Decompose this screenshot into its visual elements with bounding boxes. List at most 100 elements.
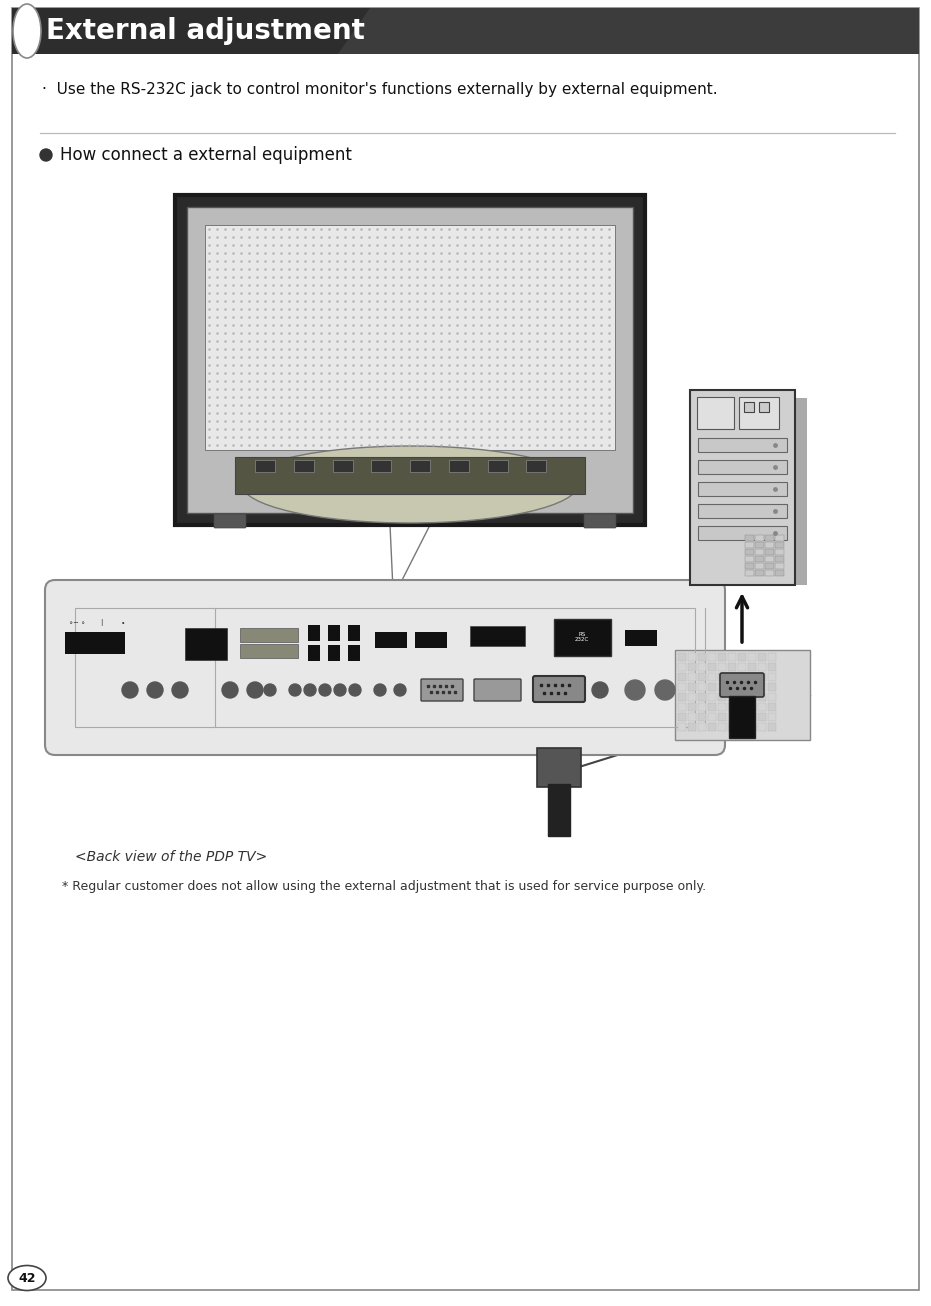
Circle shape <box>304 684 316 696</box>
FancyBboxPatch shape <box>697 397 734 428</box>
FancyBboxPatch shape <box>768 703 776 710</box>
FancyBboxPatch shape <box>765 563 774 569</box>
FancyBboxPatch shape <box>765 535 774 541</box>
FancyBboxPatch shape <box>537 748 581 788</box>
FancyBboxPatch shape <box>678 693 686 701</box>
FancyBboxPatch shape <box>708 683 716 691</box>
FancyBboxPatch shape <box>755 535 764 541</box>
Circle shape <box>394 684 406 696</box>
FancyBboxPatch shape <box>688 673 696 680</box>
FancyBboxPatch shape <box>708 673 716 680</box>
FancyBboxPatch shape <box>698 504 787 518</box>
FancyBboxPatch shape <box>688 653 696 661</box>
FancyBboxPatch shape <box>758 713 766 721</box>
Circle shape <box>334 684 346 696</box>
FancyBboxPatch shape <box>768 653 776 661</box>
FancyBboxPatch shape <box>745 569 754 576</box>
FancyBboxPatch shape <box>449 460 468 471</box>
FancyBboxPatch shape <box>688 683 696 691</box>
Text: How connect a external equipment: How connect a external equipment <box>60 146 352 165</box>
FancyBboxPatch shape <box>688 713 696 721</box>
Circle shape <box>222 682 238 697</box>
FancyBboxPatch shape <box>698 693 706 701</box>
FancyBboxPatch shape <box>235 457 585 494</box>
FancyBboxPatch shape <box>584 515 616 528</box>
FancyBboxPatch shape <box>526 460 546 471</box>
FancyBboxPatch shape <box>744 402 754 411</box>
FancyBboxPatch shape <box>12 8 919 54</box>
FancyBboxPatch shape <box>765 549 774 555</box>
FancyBboxPatch shape <box>745 556 754 562</box>
FancyBboxPatch shape <box>187 206 633 513</box>
Text: * Regular customer does not allow using the external adjustment that is used for: * Regular customer does not allow using … <box>62 880 706 893</box>
Circle shape <box>147 682 163 697</box>
FancyBboxPatch shape <box>678 713 686 721</box>
FancyBboxPatch shape <box>678 683 686 691</box>
Text: <Back view of the PDP TV>: <Back view of the PDP TV> <box>75 850 267 865</box>
FancyBboxPatch shape <box>748 663 756 671</box>
FancyBboxPatch shape <box>688 693 696 701</box>
FancyBboxPatch shape <box>688 724 696 731</box>
Circle shape <box>289 684 301 696</box>
FancyBboxPatch shape <box>185 628 227 660</box>
FancyBboxPatch shape <box>748 673 756 680</box>
FancyBboxPatch shape <box>375 632 407 648</box>
FancyBboxPatch shape <box>775 549 784 555</box>
FancyBboxPatch shape <box>738 703 746 710</box>
FancyBboxPatch shape <box>698 663 706 671</box>
FancyBboxPatch shape <box>758 683 766 691</box>
FancyBboxPatch shape <box>678 724 686 731</box>
FancyBboxPatch shape <box>748 724 756 731</box>
FancyBboxPatch shape <box>294 460 314 471</box>
FancyBboxPatch shape <box>240 644 298 658</box>
FancyBboxPatch shape <box>775 542 784 549</box>
Text: ·  Use the RS-232C jack to control monitor's functions externally by external eq: · Use the RS-232C jack to control monito… <box>42 82 718 97</box>
FancyBboxPatch shape <box>548 784 570 836</box>
Text: 42: 42 <box>19 1272 35 1285</box>
FancyBboxPatch shape <box>748 683 756 691</box>
FancyBboxPatch shape <box>765 542 774 549</box>
FancyBboxPatch shape <box>768 673 776 680</box>
FancyBboxPatch shape <box>308 645 320 661</box>
FancyBboxPatch shape <box>698 482 787 496</box>
FancyBboxPatch shape <box>214 515 246 528</box>
FancyBboxPatch shape <box>718 663 726 671</box>
FancyBboxPatch shape <box>718 713 726 721</box>
FancyBboxPatch shape <box>755 569 764 576</box>
FancyBboxPatch shape <box>708 653 716 661</box>
FancyBboxPatch shape <box>738 673 746 680</box>
FancyBboxPatch shape <box>768 663 776 671</box>
FancyBboxPatch shape <box>758 653 766 661</box>
FancyBboxPatch shape <box>255 460 275 471</box>
FancyBboxPatch shape <box>690 390 795 585</box>
FancyBboxPatch shape <box>678 703 686 710</box>
FancyBboxPatch shape <box>758 663 766 671</box>
Ellipse shape <box>242 447 578 522</box>
FancyBboxPatch shape <box>718 703 726 710</box>
FancyBboxPatch shape <box>698 460 787 474</box>
FancyBboxPatch shape <box>738 693 746 701</box>
FancyBboxPatch shape <box>775 556 784 562</box>
FancyBboxPatch shape <box>765 569 774 576</box>
FancyBboxPatch shape <box>625 629 657 646</box>
Circle shape <box>592 682 608 697</box>
FancyBboxPatch shape <box>768 683 776 691</box>
FancyBboxPatch shape <box>474 679 521 701</box>
FancyBboxPatch shape <box>729 696 755 738</box>
FancyBboxPatch shape <box>728 703 736 710</box>
FancyBboxPatch shape <box>348 626 360 641</box>
FancyBboxPatch shape <box>688 703 696 710</box>
FancyBboxPatch shape <box>758 724 766 731</box>
FancyBboxPatch shape <box>698 683 706 691</box>
Circle shape <box>319 684 331 696</box>
FancyBboxPatch shape <box>708 663 716 671</box>
Ellipse shape <box>8 1266 46 1290</box>
Circle shape <box>625 680 645 700</box>
FancyBboxPatch shape <box>698 653 706 661</box>
FancyBboxPatch shape <box>533 677 585 703</box>
FancyBboxPatch shape <box>738 663 746 671</box>
FancyBboxPatch shape <box>755 563 764 569</box>
FancyBboxPatch shape <box>748 703 756 710</box>
FancyBboxPatch shape <box>739 397 779 428</box>
FancyBboxPatch shape <box>205 225 615 451</box>
